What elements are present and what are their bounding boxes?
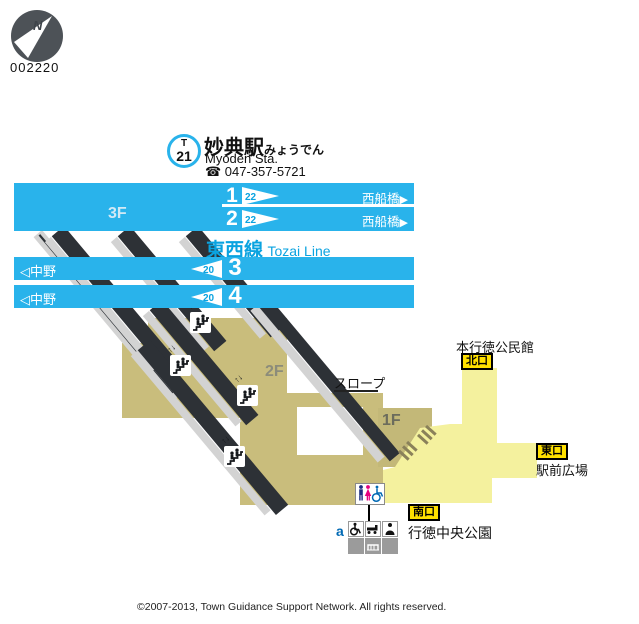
facility-row <box>348 538 398 554</box>
escalator-icon: ↑↓ <box>233 372 258 406</box>
platform-band-3: ◁中野 20 3 <box>14 254 414 281</box>
wheelchair-icon <box>348 521 364 537</box>
platform-1-destination: 西船橋▶ <box>362 192 408 206</box>
svg-text:20: 20 <box>203 265 215 276</box>
escalator-icon: ↑↓ <box>166 342 191 376</box>
north-exit-badge: 北口 <box>461 353 493 370</box>
platform-2-number: 2 <box>226 207 238 230</box>
empty-cell <box>348 538 364 554</box>
right-arrow-icon: ▶ <box>399 194 408 206</box>
east-exit-landmark: 駅前広場 <box>536 463 589 478</box>
updown-arrows-icon: ↑↓ <box>220 433 232 445</box>
svg-text:22: 22 <box>245 192 257 203</box>
platform-1-number: 1 <box>226 184 238 207</box>
female-icon <box>364 485 372 501</box>
station-name-en: Myoden Sta. <box>205 151 278 166</box>
next-station-pennant: 22 <box>242 210 279 228</box>
restroom-sign <box>355 483 385 505</box>
ticket-gates-icon <box>417 424 437 445</box>
right-arrow-icon: ▶ <box>399 217 408 229</box>
platform-3-destination: ◁中野 <box>20 264 57 279</box>
platform-4-number: 4 <box>228 282 242 309</box>
line-name-ja: 東西線 <box>206 240 264 261</box>
svg-text:20: 20 <box>203 293 215 304</box>
next-station-pennant: 20 <box>191 260 222 278</box>
slope-label: スロープ <box>334 376 386 391</box>
line-name-en: Tozai Line <box>267 243 331 259</box>
plaza-1f-shape <box>383 368 537 503</box>
north-exit-landmark: 本行徳公民館 <box>456 340 535 355</box>
line-station-number-badge: T 21 <box>167 134 201 168</box>
restroom-pictograms <box>359 485 384 503</box>
map-code: 002220 <box>10 60 60 75</box>
slope-leader-line <box>334 390 378 392</box>
next-station-pennant: 20 <box>191 288 222 306</box>
floor-2f-label: 2F <box>265 363 284 380</box>
station-title: 妙典駅みょうでん <box>204 131 324 160</box>
updown-arrows-icon: ↑↓ <box>166 342 178 354</box>
line-letter: T <box>180 138 188 149</box>
platform-row-divider <box>222 203 414 207</box>
facility-leader-line <box>368 505 370 522</box>
svg-text:22: 22 <box>245 215 257 226</box>
left-arrow-icon: ◁ <box>20 264 30 279</box>
platform-3-number: 3 <box>228 254 242 281</box>
next-station-pennant: 22 <box>242 187 279 205</box>
station-number: 21 <box>176 148 192 164</box>
facility-key-label: a <box>336 523 344 539</box>
facility-icon-grid <box>348 521 398 555</box>
platform-2-destination: 西船橋▶ <box>362 215 408 229</box>
ostomate-icon <box>382 521 398 537</box>
compass-icon: N <box>11 10 63 62</box>
stair-band <box>130 340 289 516</box>
east-exit-badge: 東口 <box>536 443 568 460</box>
slope-band <box>250 296 400 463</box>
platform-band-4: ◁中野 20 4 <box>14 282 414 309</box>
station-name-ja: 妙典駅 <box>204 137 264 159</box>
stair-band <box>142 300 259 427</box>
line-name: 東西線 Tozai Line <box>206 235 331 262</box>
facility-row <box>348 521 398 537</box>
platform-band-3f: 3F 1 22 西船橋▶ 2 22 西船橋▶ <box>14 183 414 231</box>
floor-1f-label: 1F <box>382 412 401 429</box>
station-name-kana: みょうでん <box>264 143 325 157</box>
south-exit-badge: 南口 <box>408 504 440 521</box>
escalator-icon: ↑↓ <box>220 433 245 467</box>
care-bed-icon <box>365 521 381 537</box>
left-arrow-icon: ◁ <box>20 292 30 307</box>
copyright-text: ©2007-2013, Town Guidance Support Networ… <box>137 601 447 613</box>
wheelchair-icon <box>371 485 384 503</box>
baby-bed-icon <box>365 538 381 554</box>
floor-3f-label: 3F <box>108 205 127 222</box>
platform-4-destination: ◁中野 <box>20 292 57 307</box>
male-icon <box>359 485 363 501</box>
ticket-gates-icon <box>398 440 418 461</box>
updown-arrows-icon: ↑↓ <box>233 372 245 384</box>
empty-cell <box>382 538 398 554</box>
station-phone: ☎ 047-357-5721 <box>205 164 306 179</box>
compass-north-label: N <box>33 18 43 33</box>
south-exit-landmark: 行徳中央公園 <box>408 525 492 541</box>
